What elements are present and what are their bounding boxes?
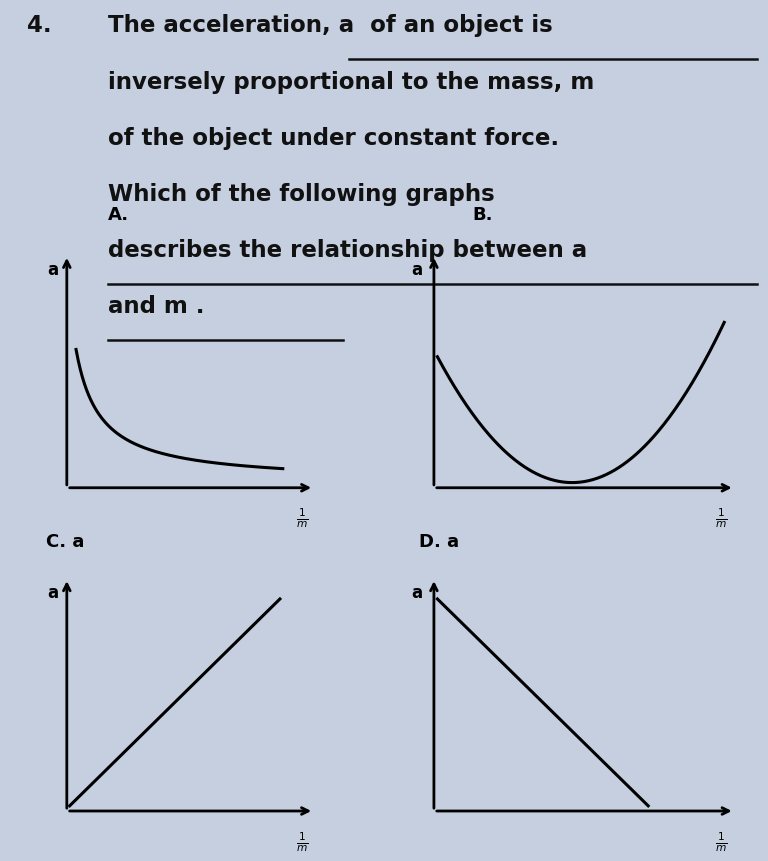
Text: $\frac{1}{m}$: $\frac{1}{m}$ [714, 829, 727, 852]
Text: a: a [47, 261, 58, 279]
Text: a: a [411, 261, 422, 279]
Text: describes the relationship between a: describes the relationship between a [108, 238, 587, 262]
Text: C. a: C. a [46, 533, 84, 551]
Text: A.: A. [108, 206, 129, 224]
Text: a: a [411, 584, 422, 602]
Text: B.: B. [472, 206, 493, 224]
Text: of the object under constant force.: of the object under constant force. [108, 127, 558, 150]
Text: 4.: 4. [27, 15, 51, 37]
Text: $\frac{1}{m}$: $\frac{1}{m}$ [714, 506, 727, 530]
Text: The acceleration, a  of an object is: The acceleration, a of an object is [108, 15, 552, 37]
Text: and m .: and m . [108, 294, 204, 318]
Text: inversely proportional to the mass, m: inversely proportional to the mass, m [108, 71, 594, 94]
Text: $\frac{1}{m}$: $\frac{1}{m}$ [296, 506, 309, 530]
Text: a: a [47, 584, 58, 602]
Text: D. a: D. a [419, 533, 458, 551]
Text: $\frac{1}{m}$: $\frac{1}{m}$ [296, 829, 309, 852]
Text: Which of the following graphs: Which of the following graphs [108, 183, 495, 206]
